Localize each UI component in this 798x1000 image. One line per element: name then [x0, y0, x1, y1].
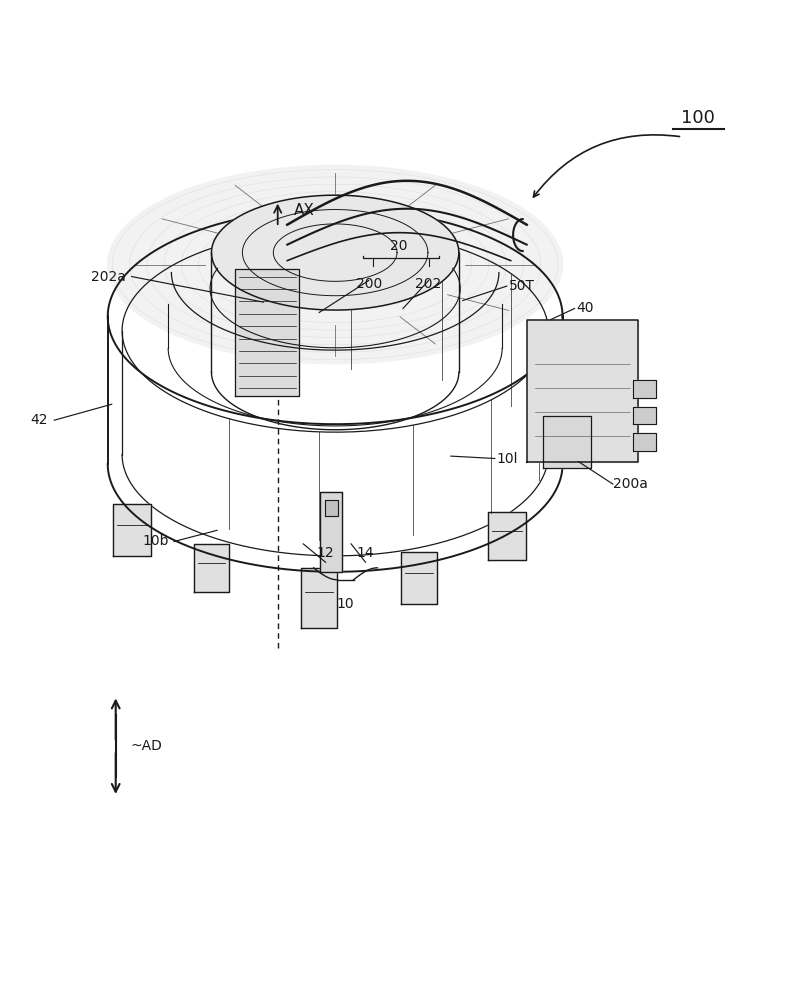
- FancyArrowPatch shape: [533, 135, 680, 197]
- Text: 12: 12: [317, 546, 334, 560]
- Text: ~AD: ~AD: [130, 739, 162, 753]
- Polygon shape: [633, 433, 656, 451]
- Text: 40: 40: [576, 301, 594, 315]
- Polygon shape: [325, 500, 338, 516]
- Text: 42: 42: [30, 413, 48, 427]
- Polygon shape: [633, 380, 656, 398]
- Text: 202: 202: [416, 277, 441, 291]
- Text: 10: 10: [337, 597, 354, 611]
- Polygon shape: [488, 512, 526, 560]
- Polygon shape: [211, 195, 459, 310]
- Polygon shape: [108, 165, 563, 364]
- Text: 10l: 10l: [496, 452, 518, 466]
- Text: 100: 100: [681, 109, 715, 127]
- Text: 202a: 202a: [91, 270, 126, 284]
- Text: 10b: 10b: [143, 534, 169, 548]
- Polygon shape: [193, 544, 230, 592]
- Text: 200: 200: [356, 277, 381, 291]
- Polygon shape: [401, 552, 437, 604]
- Polygon shape: [527, 320, 638, 462]
- Polygon shape: [320, 492, 342, 572]
- Text: AX: AX: [294, 203, 314, 218]
- Text: 20: 20: [390, 239, 408, 253]
- Polygon shape: [543, 416, 591, 468]
- Text: 14: 14: [357, 546, 374, 560]
- Text: 50T: 50T: [509, 279, 535, 293]
- Polygon shape: [235, 269, 299, 396]
- Polygon shape: [633, 407, 656, 424]
- Text: 200a: 200a: [613, 477, 648, 491]
- Polygon shape: [301, 568, 337, 628]
- Polygon shape: [113, 504, 151, 556]
